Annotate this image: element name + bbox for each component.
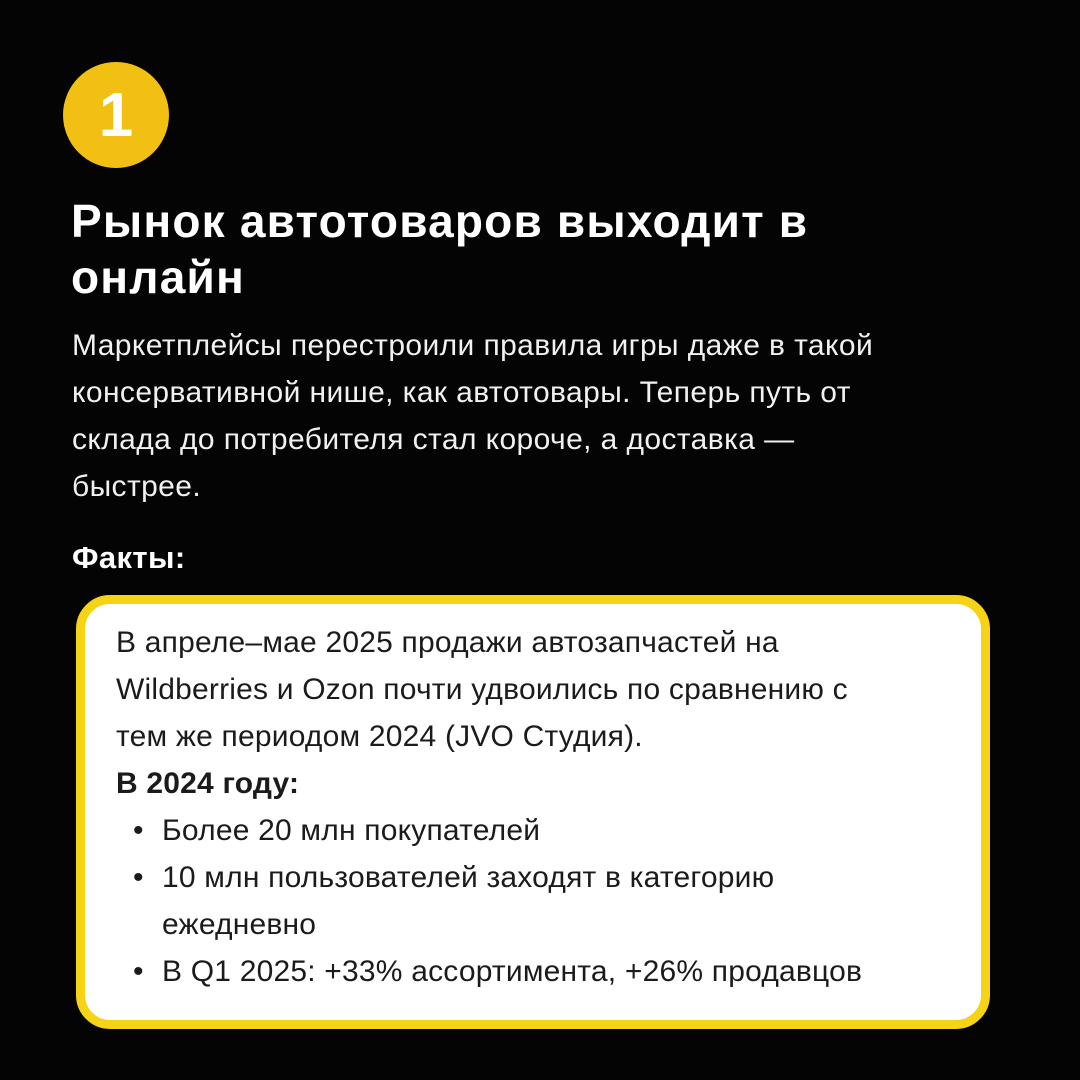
facts-bullet-list: Более 20 млн покупателей10 млн пользоват… [116,807,951,995]
page-title: Рынок автотоваров выходит в онлайн [71,195,809,303]
facts-label: Факты: [72,540,186,575]
facts-bullet-item: Более 20 млн покупателей [116,807,951,854]
facts-bullet-item: 10 млн пользователей заходят в категорию… [116,854,951,948]
facts-bullet-item: В Q1 2025: +33% ассортимента, +26% прода… [116,948,951,995]
slide-number-value: 1 [98,80,134,150]
facts-subhead: В 2024 году: [116,767,300,800]
slide-number-badge: 1 [63,62,169,168]
facts-paragraph: В апреле–мае 2025 продажи автозапчастей … [116,626,848,753]
facts-box: В апреле–мае 2025 продажи автозапчастей … [76,595,990,1029]
lead-paragraph: Маркетплейсы перестроили правила игры да… [72,329,874,503]
